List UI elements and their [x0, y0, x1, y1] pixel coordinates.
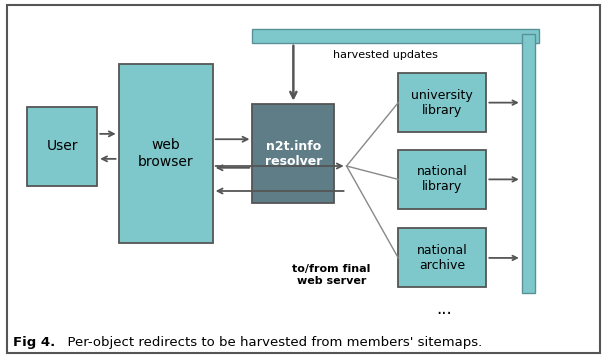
Text: web
browser: web browser	[138, 139, 193, 169]
Bar	[252, 104, 334, 203]
Text: national
archive: national archive	[417, 244, 468, 272]
Bar	[27, 107, 97, 186]
Text: Per-object redirects to be harvested from members' sitemaps.: Per-object redirects to be harvested fro…	[59, 336, 482, 349]
Text: ...: ...	[436, 300, 452, 318]
Bar	[398, 228, 486, 287]
Bar	[522, 34, 535, 293]
Bar	[398, 150, 486, 209]
Bar	[252, 29, 539, 43]
Text: national
library: national library	[417, 165, 468, 193]
Bar	[119, 64, 213, 243]
Text: Fig 4.: Fig 4.	[13, 336, 55, 349]
Bar	[398, 73, 486, 132]
Text: harvested updates: harvested updates	[333, 50, 437, 60]
Text: university
library: university library	[412, 89, 473, 117]
Text: to/from final
web server: to/from final web server	[292, 264, 370, 286]
Text: n2t.info
resolver: n2t.info resolver	[264, 140, 322, 167]
Text: User: User	[47, 139, 78, 154]
